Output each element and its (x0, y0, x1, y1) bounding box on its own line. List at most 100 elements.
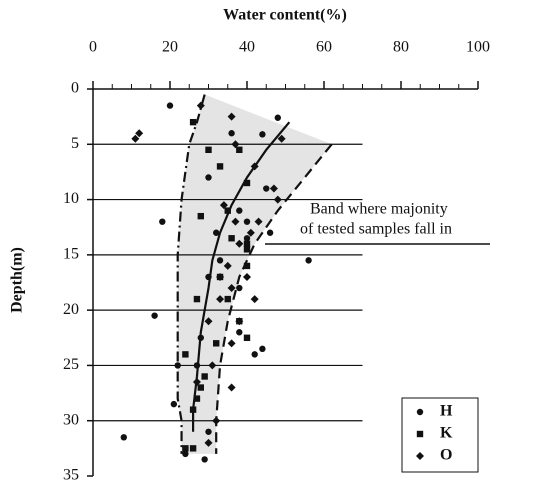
point (192, 378, 201, 387)
point (235, 317, 244, 326)
point (227, 284, 236, 293)
chart-title: Water content(%) (223, 7, 347, 24)
annotation: of tested samples fall in (300, 221, 452, 238)
point (274, 114, 281, 121)
point (231, 140, 240, 149)
point (201, 456, 208, 463)
point (243, 262, 251, 270)
point (131, 134, 140, 143)
curve (176, 94, 206, 454)
point (182, 450, 189, 458)
point (189, 406, 197, 413)
point (208, 361, 217, 370)
point (196, 101, 205, 110)
point (235, 239, 244, 248)
point (166, 102, 174, 109)
y-tick-label: 0 (71, 80, 79, 97)
point (205, 146, 212, 154)
point (197, 212, 204, 220)
x-tick-label: 20 (162, 39, 178, 56)
point (216, 257, 224, 264)
point (189, 118, 197, 126)
point (273, 195, 282, 204)
annotation: Band where majonity (310, 201, 448, 218)
point (227, 383, 236, 392)
point (223, 261, 232, 270)
point (228, 235, 235, 242)
y-tick-label: 25 (63, 356, 79, 373)
y-tick-label: 30 (63, 411, 79, 428)
band (177, 94, 332, 454)
point (213, 229, 220, 236)
point (205, 273, 212, 281)
point (197, 384, 204, 391)
point (243, 246, 251, 253)
x-tick-label: 100 (466, 39, 490, 56)
point (263, 185, 270, 192)
legend-marker (416, 430, 424, 438)
point (216, 295, 225, 304)
point (174, 362, 181, 369)
point (227, 112, 236, 121)
y-tick-label: 5 (71, 135, 79, 152)
point (259, 131, 266, 138)
point (151, 312, 158, 319)
point (236, 146, 243, 154)
point (236, 207, 243, 214)
point (269, 184, 278, 193)
x-tick-label: 60 (316, 39, 332, 56)
point (219, 201, 228, 210)
point (224, 295, 231, 303)
point (243, 240, 251, 247)
legend-label: K (440, 425, 453, 442)
point (250, 162, 259, 171)
legend-label: H (440, 403, 453, 420)
point (243, 272, 251, 281)
point (193, 395, 201, 402)
point (204, 438, 213, 447)
y-tick-label: 15 (63, 246, 79, 263)
x-tick-label: 80 (393, 39, 409, 56)
curve (215, 143, 333, 454)
point (193, 362, 201, 369)
point (227, 339, 236, 348)
point (193, 295, 201, 303)
point (224, 207, 231, 214)
point (243, 235, 251, 242)
point (243, 334, 251, 341)
point (228, 130, 235, 137)
point (216, 163, 224, 170)
point (236, 284, 243, 292)
point (254, 217, 263, 226)
point (266, 229, 274, 236)
legend-marker (416, 408, 424, 416)
y-tick-label: 35 (63, 467, 79, 481)
x-tick-label: 40 (239, 39, 255, 56)
point (251, 351, 258, 358)
legend-marker (416, 452, 424, 460)
point (243, 218, 251, 225)
point (120, 434, 128, 441)
y-axis-label: Depth(m) (9, 247, 26, 313)
point (182, 445, 189, 452)
point (135, 129, 144, 138)
x-tick-label: 0 (89, 39, 97, 56)
point (201, 373, 208, 380)
point (182, 351, 189, 358)
point (250, 295, 259, 304)
point (246, 228, 255, 237)
point (243, 179, 251, 187)
point (197, 334, 204, 341)
point (213, 340, 220, 347)
point (259, 345, 266, 353)
point (189, 445, 197, 452)
point (170, 400, 178, 408)
point (216, 272, 225, 281)
point (159, 218, 166, 225)
point (277, 134, 286, 143)
point (205, 428, 212, 435)
y-tick-label: 20 (63, 301, 79, 318)
point (231, 217, 240, 226)
y-tick-label: 10 (63, 190, 79, 207)
